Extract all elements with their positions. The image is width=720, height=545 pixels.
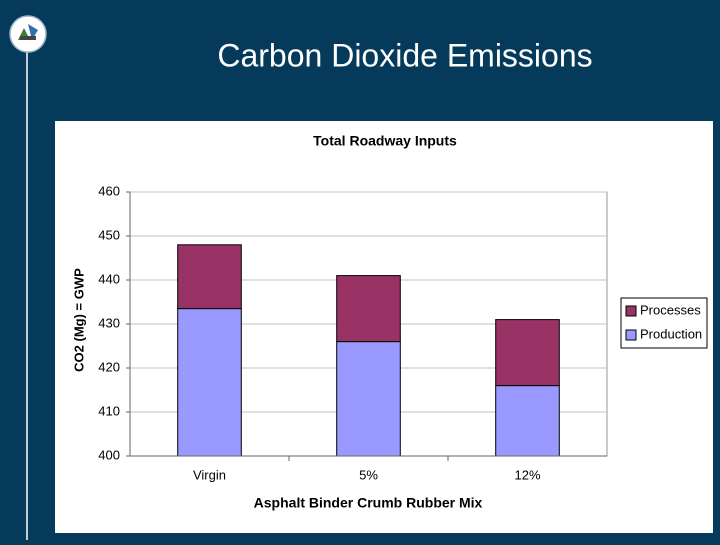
bar-segment	[336, 275, 401, 343]
y-tick-label: 430	[98, 315, 120, 330]
x-tick-label: 5%	[359, 467, 378, 482]
bar-segment	[495, 319, 560, 387]
legend-label: Processes	[640, 302, 701, 317]
bar-segment	[177, 308, 242, 457]
bar-segment	[177, 244, 242, 310]
bar-segment	[495, 385, 560, 457]
x-tick-label: Virgin	[193, 467, 226, 482]
bar-segment	[336, 341, 401, 457]
y-tick-label: 460	[98, 183, 120, 198]
chart-title: Total Roadway Inputs	[313, 133, 457, 149]
logo	[9, 15, 47, 53]
y-tick-label: 410	[98, 403, 120, 418]
y-tick-label: 440	[98, 271, 120, 286]
y-axis-label: CO2 (Mg) = GWP	[71, 268, 86, 372]
y-tick-label: 450	[98, 227, 120, 242]
legend-swatch	[625, 329, 637, 341]
x-axis-label: Asphalt Binder Crumb Rubber Mix	[254, 495, 483, 511]
legend-label: Production	[640, 326, 702, 341]
y-tick-label: 400	[98, 447, 120, 462]
y-tick-label: 420	[98, 359, 120, 374]
x-tick-label: 12%	[514, 467, 540, 482]
legend-swatch	[625, 305, 637, 317]
slide-title: Carbon Dioxide Emissions	[217, 37, 592, 73]
